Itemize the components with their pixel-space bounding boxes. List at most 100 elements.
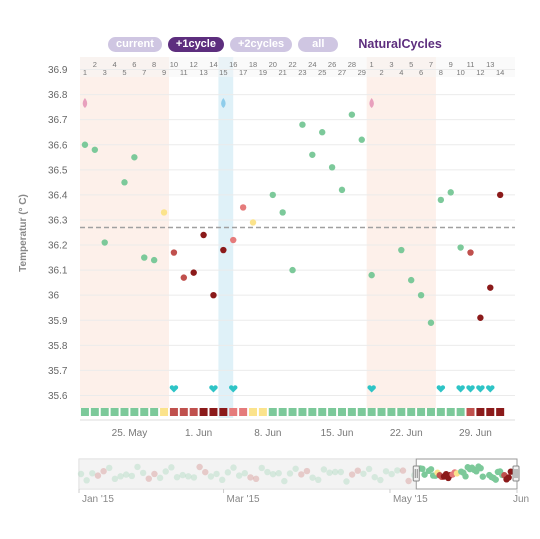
navigator-point <box>117 473 124 480</box>
navigator-point <box>235 472 243 479</box>
status-square <box>258 408 267 416</box>
y-tick-label: 36.5 <box>48 165 68 176</box>
status-square <box>337 408 346 416</box>
navigator-point <box>122 471 130 478</box>
navigator-point <box>134 463 141 471</box>
cycle-range-selector: current +1cycle +2cycles all NaturalCycl… <box>108 35 442 53</box>
temperature-point <box>210 291 217 299</box>
navigator-point <box>247 474 254 481</box>
temperature-point <box>170 249 178 256</box>
status-square <box>456 408 465 416</box>
navigator-point <box>399 467 407 474</box>
date-tick-label: 8. Jun <box>254 428 281 439</box>
navigator-point <box>286 470 294 477</box>
cycle-day-label: 6 <box>132 60 136 69</box>
status-square <box>199 408 208 416</box>
temperature-point <box>121 179 128 186</box>
navigator-point <box>382 468 390 475</box>
temperature-point <box>398 246 405 254</box>
cycle-day-label: 11 <box>467 60 475 69</box>
plus-one-cycle-button[interactable]: +1cycle <box>167 36 224 52</box>
temperature-point <box>328 164 336 171</box>
cycle-day-label: 24 <box>308 60 316 69</box>
navigator-point <box>371 473 378 481</box>
navigator-point <box>281 477 288 485</box>
navigator-point <box>505 474 512 481</box>
navigator-point <box>230 464 237 471</box>
navigator-tick-label: Mar '15 <box>227 494 260 505</box>
status-square <box>328 408 337 416</box>
cycle-day-label: 25 <box>318 68 326 77</box>
current-cycle-button[interactable]: current <box>108 36 162 52</box>
status-square <box>407 408 416 416</box>
cycle-day-label: 9 <box>162 68 166 77</box>
temperature-point <box>358 136 365 143</box>
cycle-day-label: 10 <box>170 60 178 69</box>
y-tick-label: 36.9 <box>48 65 68 76</box>
cycle-day-label: 19 <box>259 68 267 77</box>
status-square <box>278 408 287 416</box>
navigator-point <box>241 470 249 477</box>
status-square <box>347 408 356 416</box>
heart-icon <box>466 385 475 393</box>
y-tick-label: 36.4 <box>48 190 68 201</box>
navigator-point <box>77 470 85 478</box>
temperature-point <box>289 266 296 274</box>
cycle-day-strip <box>80 57 515 77</box>
temperature-point <box>91 146 99 153</box>
navigator-point <box>427 466 435 473</box>
cycle-day-label: 8 <box>439 68 443 77</box>
navigator-point <box>156 474 164 482</box>
temperature-point <box>101 239 108 246</box>
all-cycles-button[interactable]: all <box>298 36 339 52</box>
cycle-day-label: 14 <box>209 60 217 69</box>
navigator-tick-label: Jan '15 <box>82 494 114 505</box>
navigator-point <box>360 470 367 477</box>
navigator-point <box>298 471 305 478</box>
status-square <box>377 408 386 416</box>
cycle-day-label: 22 <box>288 60 296 69</box>
temperature-point <box>457 244 464 251</box>
y-tick-label: 36.3 <box>48 215 68 226</box>
cycle-day-label: 6 <box>419 68 423 77</box>
date-tick-label: 15. Jun <box>321 428 354 439</box>
temperature-point <box>220 246 227 254</box>
cycle-day-label: 12 <box>190 60 198 69</box>
cycle-day-label: 3 <box>103 68 107 77</box>
status-square <box>308 408 317 416</box>
navigator-point <box>264 468 271 476</box>
temperature-point <box>131 154 138 161</box>
y-tick-label: 36.8 <box>48 90 68 101</box>
status-square <box>120 408 129 416</box>
cycle-day-label: 5 <box>122 68 126 77</box>
navigator-point <box>179 471 186 479</box>
navigator-point <box>219 476 226 484</box>
cycle-day-label: 1 <box>370 60 374 69</box>
y-tick-label: 36.2 <box>48 241 68 252</box>
plus-two-cycles-button[interactable]: +2cycles <box>229 36 293 52</box>
temperature-point <box>417 291 425 299</box>
navigator-point <box>258 464 265 472</box>
status-square <box>80 408 89 416</box>
cycle-day-label: 28 <box>348 60 356 69</box>
cycle-day-label: 7 <box>142 68 146 77</box>
temperature-point <box>427 319 435 326</box>
status-square <box>249 408 258 416</box>
status-square <box>318 408 327 416</box>
period-band <box>80 57 169 408</box>
navigator-left-handle[interactable] <box>412 465 420 482</box>
navigator-point <box>213 470 220 478</box>
temperature-point <box>269 191 276 199</box>
temperature-point <box>496 191 504 199</box>
status-square <box>496 408 505 416</box>
heart-icon <box>367 385 376 393</box>
cycle-day-label: 5 <box>409 60 413 69</box>
navigator-right-handle[interactable] <box>512 465 520 482</box>
cycle-day-label: 27 <box>338 68 346 77</box>
navigator-point <box>168 464 175 471</box>
y-tick-label: 36.7 <box>48 115 68 126</box>
status-square <box>160 408 169 416</box>
heart-icon <box>486 385 495 393</box>
navigator-point <box>337 468 345 476</box>
temperature-point <box>309 151 316 158</box>
